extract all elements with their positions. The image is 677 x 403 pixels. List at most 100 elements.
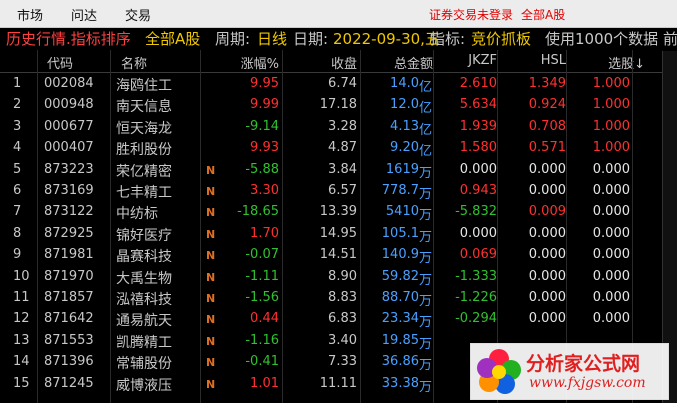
menu-bar: 市场 问达 交易 证券交易未登录 全部A股 (0, 0, 677, 28)
table-row[interactable]: 7 873122 中纺标 N -18.65 13.39 5410 万 -5.832 0.009 0.… (0, 201, 677, 224)
jkzf-value: 0.000 (459, 225, 497, 241)
amount-unit: 万 (419, 208, 433, 224)
stock-code: 871642 (44, 311, 94, 327)
xuangu-value: 0.000 (592, 204, 630, 220)
table-row[interactable]: 8 872925 锦好医疗 N 1.70 14.95 105.1 万 0.000 0.000 0.0… (0, 223, 677, 245)
stock-code: 871553 (44, 332, 94, 348)
hsl-value: 0.571 (528, 140, 566, 156)
date-value[interactable]: 2022-09-30,五 (333, 30, 440, 48)
menu-trade[interactable]: 交易 (125, 9, 152, 24)
xuangu-value: 0.000 (592, 268, 630, 284)
row-number: 11 (13, 290, 30, 305)
stock-name: 通易航天 (116, 313, 172, 330)
stock-name: 恒天海龙 (116, 120, 172, 137)
amount-unit: 万 (419, 336, 433, 352)
indicator-label: 指标: (430, 30, 466, 48)
stock-code: 871981 (44, 247, 94, 263)
jkzf-value: 1.939 (459, 118, 497, 134)
hsl-value: 0.000 (528, 311, 566, 327)
close-price: 6.74 (328, 76, 357, 91)
new-stock-flag: N (206, 206, 216, 220)
header-close[interactable]: 收盘 (330, 57, 357, 72)
row-number: 8 (13, 225, 22, 241)
header-jkzf[interactable]: JKZF (468, 53, 497, 68)
xuangu-value: 0.000 (592, 290, 630, 305)
header-xuangu[interactable]: 选股↓ (608, 57, 645, 72)
stock-name: 常辅股份 (116, 356, 172, 373)
hsl-value: 0.000 (528, 183, 566, 198)
row-number: 4 (13, 140, 22, 156)
jkzf-value: 0.000 (459, 161, 497, 177)
table-row[interactable]: 2 000948 南天信息 9.99 17.18 12.0 亿 5.634 0.924 1.000 (0, 94, 677, 117)
market-status[interactable]: 全部A股 (521, 8, 566, 22)
jkzf-value: 2.610 (459, 76, 497, 91)
change-pct: -1.11 (245, 268, 279, 284)
header-change-pct[interactable]: 涨幅% (240, 57, 279, 72)
close-price: 8.90 (328, 268, 357, 284)
amount-unit: 万 (419, 187, 433, 202)
login-status[interactable]: 证券交易未登录 (429, 8, 514, 22)
stock-code: 000407 (44, 140, 94, 156)
menu-wenda[interactable]: 问达 (71, 9, 98, 24)
table-row[interactable]: 14 871396 常辅股份 N -0.41 7.33 36.86 万 (0, 351, 677, 374)
jkzf-value: 0.069 (459, 247, 497, 263)
xuangu-value: 0.000 (592, 225, 630, 241)
column-divider (110, 50, 111, 403)
jkzf-value: 1.580 (459, 140, 497, 156)
new-stock-flag: N (206, 249, 216, 263)
header-name[interactable]: 名称 (121, 57, 148, 72)
table-row[interactable]: 13 871553 凯腾精工 N -1.16 3.40 19.85 万 (0, 330, 677, 352)
table-row[interactable]: 11 871857 泓禧科技 N -1.56 8.83 88.70 万 -1.226 0.000 0… (0, 287, 677, 309)
table-row[interactable]: 4 000407 胜利股份 9.93 4.87 9.20 亿 1.580 0.571 1.000 (0, 137, 677, 160)
stock-name: 七丰精工 (116, 185, 172, 201)
row-number: 14 (13, 354, 30, 370)
market-selector[interactable]: 全部A股 (145, 30, 201, 48)
header-code[interactable]: 代码 (47, 57, 74, 72)
change-pct: 9.95 (250, 76, 279, 91)
table-row[interactable]: 1 002084 海鸥住工 9.95 6.74 14.0 亿 2.610 1.349 1.000 (0, 73, 677, 95)
change-pct: 9.93 (250, 140, 279, 156)
header-amount[interactable]: 总金额 (393, 57, 433, 72)
amount-unit: 万 (419, 358, 433, 374)
table-row[interactable]: 3 000677 恒天海龙 -9.14 3.28 4.13 亿 1.939 0.708 1.000 (0, 116, 677, 138)
stock-name: 威博液压 (116, 377, 172, 394)
watermark-logo: 分析家公式网 www.fxjgsw.com (470, 343, 669, 400)
table-row[interactable]: 5 873223 荣亿精密 N -5.88 3.84 1619 万 0.000 0.000 0.00… (0, 159, 677, 181)
close-price: 3.40 (328, 332, 357, 348)
amount-value: 9.20 (390, 140, 419, 156)
close-price: 6.83 (328, 311, 357, 327)
stock-name: 南天信息 (116, 99, 172, 116)
change-pct: 0.44 (250, 311, 279, 327)
indicator-value[interactable]: 竞价抓板 (471, 30, 532, 48)
table-row[interactable]: 15 871245 威博液压 N 1.01 11.11 33.38 万 (0, 373, 677, 395)
row-number: 3 (13, 118, 22, 134)
amount-unit: 万 (419, 251, 433, 267)
stock-code: 000677 (44, 118, 94, 134)
jkzf-value: -1.226 (455, 290, 497, 305)
amount-unit: 亿 (419, 101, 433, 117)
column-divider (37, 50, 38, 403)
amount-value: 5410 (385, 204, 419, 220)
row-number: 2 (13, 97, 22, 113)
jkzf-value: -1.333 (455, 268, 497, 284)
column-divider (360, 50, 361, 403)
amount-unit: 万 (419, 315, 433, 331)
stock-code: 000948 (44, 97, 94, 113)
table-row[interactable]: 6 873169 七丰精工 N 3.30 6.57 778.7 万 0.943 0.000 0.00… (0, 180, 677, 202)
close-price: 3.84 (328, 161, 357, 177)
menu-market[interactable]: 市场 (17, 9, 44, 24)
xuangu-value: 1.000 (592, 140, 630, 156)
period-value[interactable]: 日线 (257, 30, 288, 48)
table-row[interactable]: 12 871642 通易航天 N 0.44 6.83 23.34 万 -0.294 0.000 0.… (0, 308, 677, 331)
change-pct: -18.65 (237, 204, 279, 220)
new-stock-flag: N (206, 270, 216, 284)
stock-name: 中纺标 (116, 206, 158, 223)
stock-code: 871396 (44, 354, 94, 370)
amount-unit: 亿 (419, 144, 433, 160)
vertical-scrollbar[interactable] (662, 51, 677, 403)
table-row[interactable]: 10 871970 大禹生物 N -1.11 8.90 59.82 万 -1.333 0.000 0… (0, 266, 677, 288)
header-hsl[interactable]: HSL (540, 53, 566, 68)
close-price: 14.51 (319, 247, 357, 263)
stock-code: 873122 (44, 204, 94, 220)
table-row[interactable]: 9 871981 晶赛科技 N -0.07 14.51 140.9 万 0.069 0.000 0.… (0, 244, 677, 267)
